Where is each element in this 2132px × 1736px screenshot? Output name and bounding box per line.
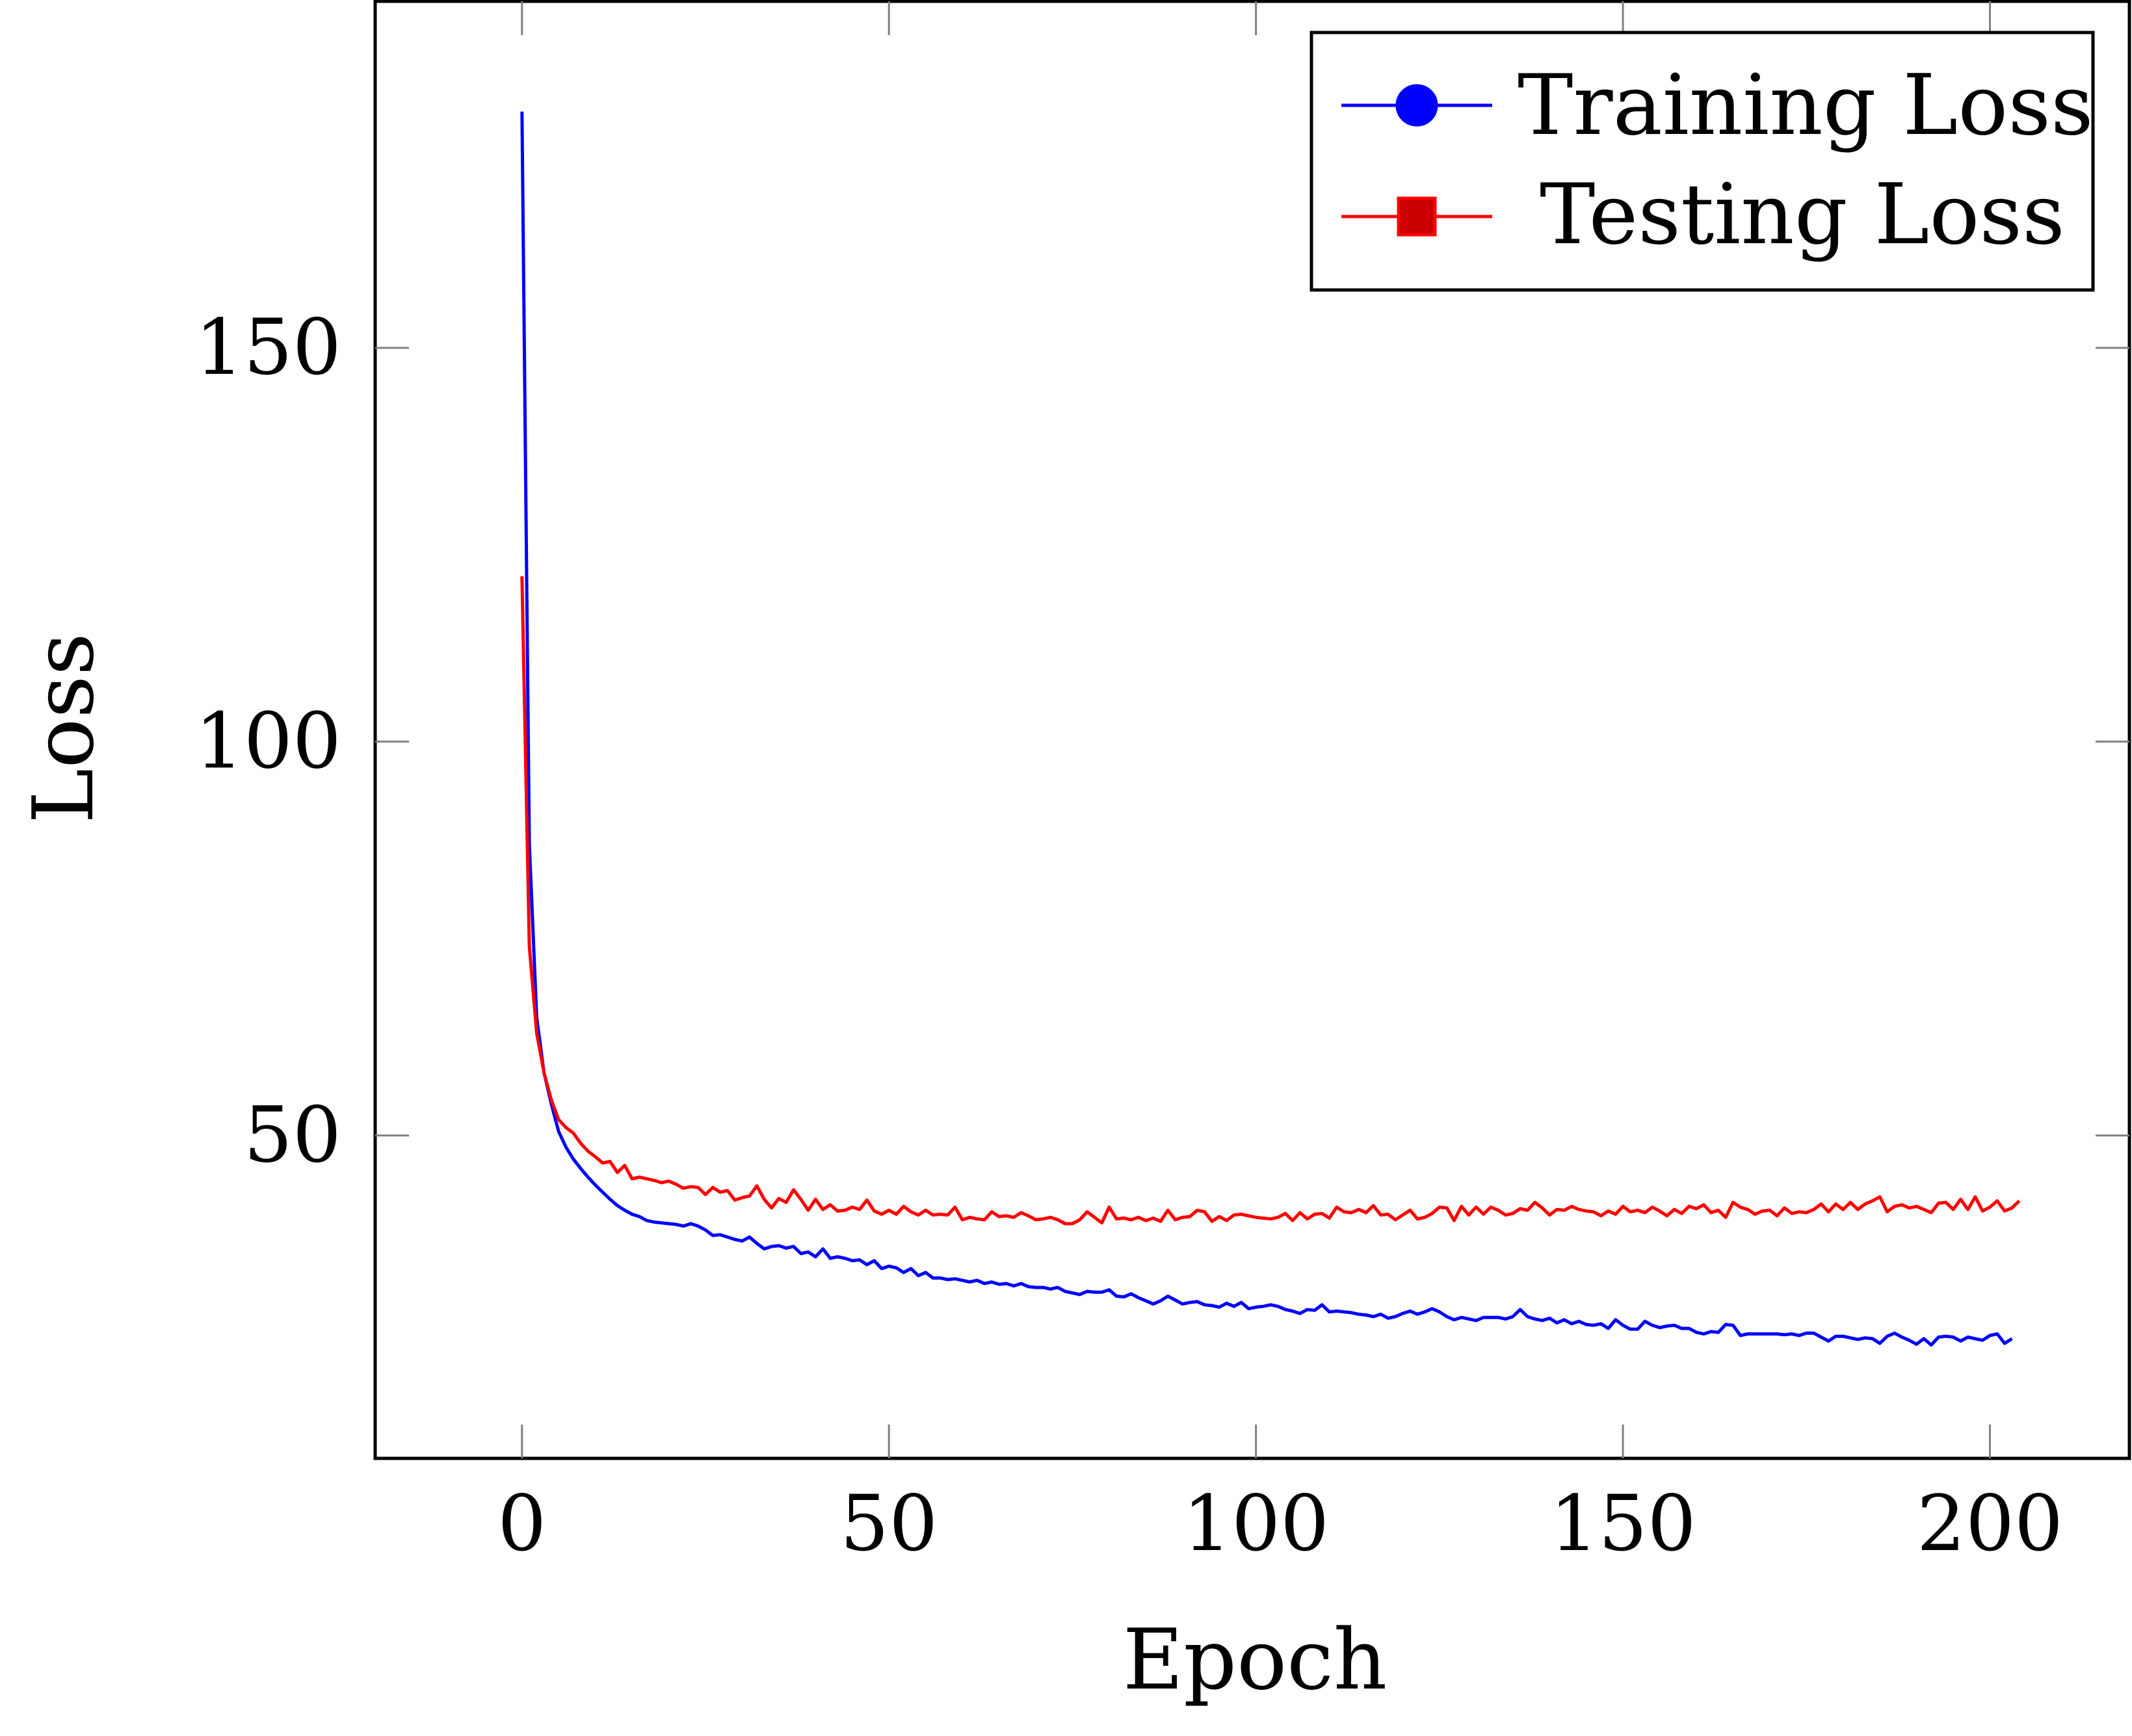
x-axis-label: Epoch: [1123, 1612, 1388, 1709]
series-line-training-loss: [520, 111, 2013, 1347]
legend-marker-testing: [1397, 196, 1437, 237]
axes: 0 50 100 150 200 50 100 150: [195, 0, 2131, 1568]
x-tick-label: 100: [1183, 1479, 1329, 1568]
y-axis-label: Loss: [16, 633, 112, 823]
legend-marker-training: [1395, 84, 1438, 127]
x-tick-label: 50: [840, 1479, 938, 1568]
y-tick-label: 150: [195, 302, 341, 392]
legend: Training Loss Testing Loss: [1309, 31, 2095, 292]
legend-label-testing: Testing Loss: [1540, 166, 2065, 263]
series-line-testing-loss: [520, 576, 2021, 1226]
y-tick-label: 100: [195, 696, 341, 786]
x-tick-label: 200: [1917, 1479, 2063, 1568]
x-tick-label: 150: [1549, 1479, 1696, 1568]
legend-label-training: Training Loss: [1518, 57, 2094, 154]
x-tick-label: 0: [497, 1479, 546, 1568]
legend-box: [1309, 31, 2095, 292]
y-tick-label: 50: [244, 1090, 341, 1179]
plot-frame: [373, 0, 2131, 1460]
plot-area: [520, 111, 2021, 1347]
